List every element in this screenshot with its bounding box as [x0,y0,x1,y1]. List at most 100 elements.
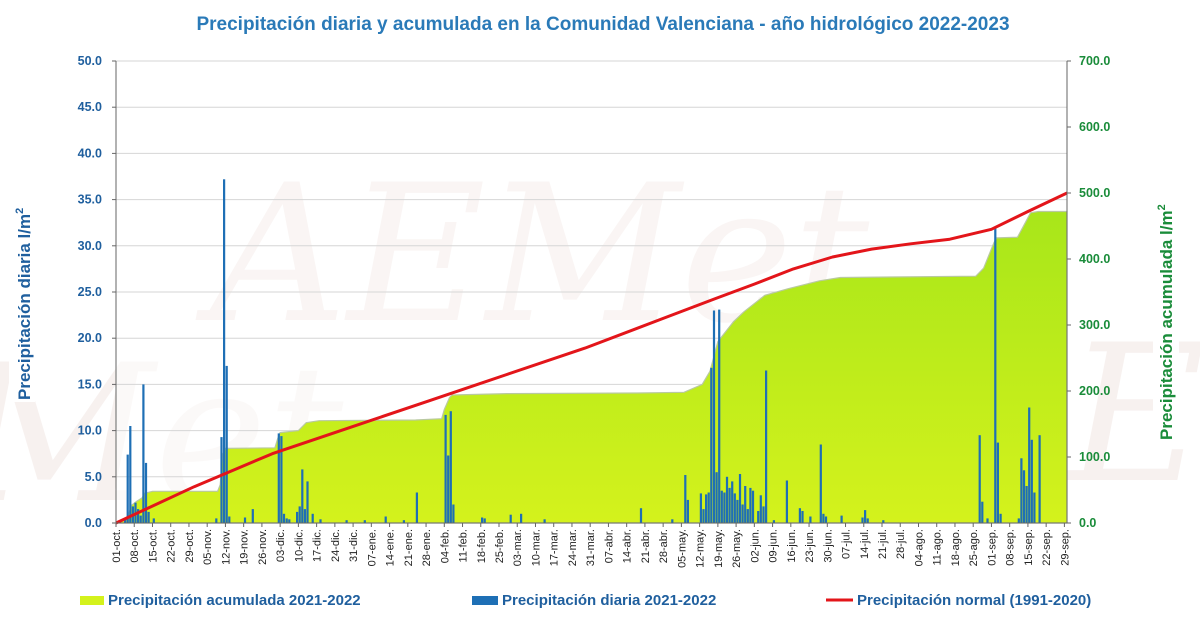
left-axis-label-text: Precipitación diaria [15,238,34,400]
daily-bar-26 [303,509,307,523]
daily-bar-84 [866,518,869,523]
daily-bar-35 [444,414,447,523]
daily-bar-6 [139,515,142,523]
x-tick-label-45: 11-ago. [932,529,944,566]
daily-bar-58 [725,476,729,523]
daily-bar-0 [124,518,127,523]
daily-bar-78 [819,444,822,523]
daily-bar-82 [861,517,864,523]
daily-bar-51 [707,492,710,523]
x-tick-label-29: 21-abr. [640,529,652,563]
x-tick-label-7: 19-nov. [239,529,251,565]
x-tick-label-48: 01-sep. [986,529,998,566]
x-tick-label-8: 26-nov. [257,529,269,565]
x-tick-label-23: 10-mar. [530,529,542,566]
daily-bar-80 [824,516,828,523]
right-tick-label-7: 700.0 [1079,54,1110,68]
daily-bar-59 [728,487,731,523]
x-tick-label-34: 26-may. [731,529,743,568]
daily-bar-44 [639,508,643,523]
daily-bar-68 [751,490,755,523]
daily-bar-53 [712,310,716,523]
daily-bar-17 [251,509,254,523]
right-axis-ticks: 0.0 100.0 200.0 300.0 400.0 500.0 600.0 700.0 [1067,54,1110,530]
left-axis-label: Precipitación diaria l/m2 [9,170,35,402]
left-tick-label-8: 40.0 [78,146,102,160]
x-tick-label-39: 30-jun. [822,529,834,563]
x-tick-label-41: 14-jul. [859,529,871,559]
right-axis-label-unit: l/m [1157,210,1176,235]
x-tick-label-27: 07-abr. [603,529,615,563]
daily-bar-10 [152,518,155,523]
daily-bar-30 [345,520,348,523]
x-tick-label-38: 23-jun. [804,529,816,563]
daily-bar-81 [840,515,843,523]
left-axis-label-sup: 2 [14,208,26,214]
daily-bar-15 [228,516,231,523]
daily-bar-61 [733,493,736,523]
right-tick-label-5: 500.0 [1079,186,1110,200]
right-tick-label-1: 100.0 [1079,450,1110,464]
svg-text:Precipitación acumulada l/m2: Precipitación acumulada l/m2 [1156,204,1176,440]
daily-bar-93 [1020,458,1023,523]
normal-line-path [115,191,1068,525]
daily-bar-1 [126,454,129,523]
daily-bar-7 [142,384,145,523]
x-tick-label-21: 25-feb. [494,529,506,563]
daily-bar-76 [801,511,804,523]
daily-bar-92 [1017,518,1020,523]
normal-line [115,191,1068,525]
x-tick-label-37: 16-jun. [786,529,798,563]
legend-label-normal: Precipitación normal (1991-2020) [857,592,1091,609]
x-tick-label-20: 18-feb. [476,529,488,563]
svg-text:Precipitación diaria l/m2: Precipitación diaria l/m2 [14,208,34,400]
x-tick-label-31: 05-may. [676,529,688,568]
x-tick-label-30: 28-abr. [658,529,670,563]
legend-label-accumulated: Precipitación acumulada 2021-2022 [108,592,361,609]
daily-bar-47 [686,499,690,523]
daily-bar-27 [306,481,309,523]
x-tick-label-49: 08-sep. [1005,529,1017,566]
daily-bar-94 [1022,470,1026,523]
daily-bar-39 [481,517,484,523]
daily-bar-19 [280,436,283,523]
daily-bar-21 [285,518,288,523]
x-tick-label-26: 31-mar. [585,529,597,566]
daily-bar-5 [137,509,140,523]
daily-bar-16 [243,517,247,523]
daily-bar-69 [757,511,760,523]
daily-bar-42 [520,513,523,523]
daily-bar-2 [129,426,132,523]
x-tick-label-14: 07-ene. [366,529,378,566]
x-tick-label-10: 10-dic. [293,529,305,562]
daily-bar-73 [772,520,776,523]
daily-bar-23 [296,511,299,523]
legend-item-normal: Precipitación normal (1991-2020) [826,592,1091,609]
daily-bar-89 [994,227,997,524]
x-tick-label-32: 12-may. [695,529,707,568]
daily-bar-13 [223,179,226,524]
left-tick-label-5: 25.0 [78,285,102,299]
x-tick-label-35: 02-jun. [749,529,761,563]
daily-bar-96 [1028,407,1031,523]
daily-bar-34 [415,492,419,523]
x-tick-label-44: 04-ago. [913,529,925,566]
daily-bar-28 [311,513,314,523]
daily-bar-62 [736,499,739,523]
daily-bar-85 [882,520,885,523]
legend: Precipitación acumulada 2021-2022 Precip… [80,592,1091,609]
daily-bar-77 [809,516,812,523]
right-axis-label-text: Precipitación acumulada [1157,235,1176,440]
x-tick-label-13: 31-dic. [348,529,360,562]
left-tick-label-10: 50.0 [78,54,102,68]
x-axis-ticks: 01-oct. 08-oct. 15-oct. 22-oct. 29-oct. 05-no… [111,523,1071,568]
right-tick-label-0: 0.0 [1079,516,1096,530]
daily-bar-56 [720,490,723,523]
daily-bar-70 [759,495,762,523]
daily-bar-65 [744,486,747,523]
daily-bar-74 [785,480,789,523]
x-tick-label-1: 08-oct. [129,529,141,563]
daily-bar-99 [1038,435,1041,523]
daily-bar-36 [447,455,450,523]
